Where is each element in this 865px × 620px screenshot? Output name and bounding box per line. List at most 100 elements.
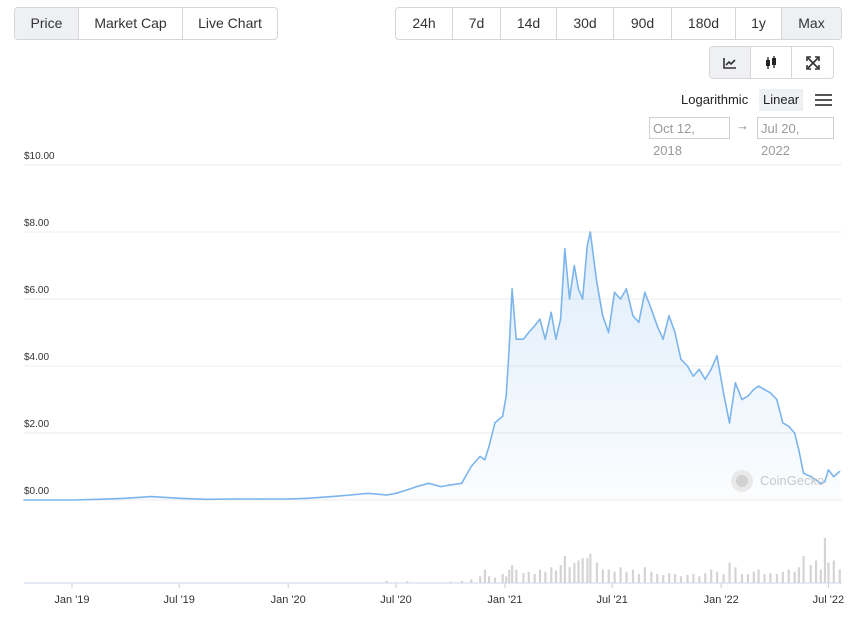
chart-type-tabs: Price Market Cap Live Chart <box>14 7 278 40</box>
tab-market-cap[interactable]: Market Cap <box>79 8 183 39</box>
linear-scale-button[interactable]: Linear <box>759 89 804 111</box>
price-point <box>769 392 772 394</box>
x-tick-label: Jan '21 <box>487 594 522 606</box>
price-point <box>544 338 546 340</box>
price-chart[interactable]: CoinGecko $0.00 $2.00 $4.00 $6.00 $8.00 $10.0… <box>0 145 865 620</box>
volume-bar <box>613 571 616 583</box>
price-point <box>501 415 504 418</box>
volume-bar <box>538 569 542 583</box>
date-from-input[interactable]: Oct 12, 2018 <box>649 117 730 158</box>
price-point <box>550 311 552 314</box>
range-180d[interactable]: 180d <box>672 8 736 39</box>
hamburger-menu-icon[interactable] <box>815 93 832 107</box>
range-max[interactable]: Max <box>782 8 841 39</box>
price-point <box>704 378 706 381</box>
price-point <box>427 482 430 485</box>
price-point <box>782 422 784 424</box>
price-point <box>802 472 805 475</box>
candlestick-view-button[interactable] <box>751 47 792 78</box>
volume-bar <box>668 573 671 583</box>
price-point <box>586 244 589 247</box>
volume-bar <box>607 569 610 583</box>
range-14d[interactable]: 14d <box>501 8 557 39</box>
price-point <box>650 308 653 310</box>
price-point <box>232 498 235 500</box>
price-point <box>589 231 592 233</box>
volume-bar <box>533 574 536 583</box>
price-point <box>150 495 153 498</box>
line-chart-view-button[interactable] <box>710 47 751 78</box>
price-point <box>515 338 517 340</box>
volume-bar <box>662 574 665 583</box>
price-point <box>581 298 584 300</box>
price-point <box>662 338 664 340</box>
price-point <box>763 388 766 391</box>
price-point <box>827 469 830 471</box>
price-point <box>832 475 835 478</box>
price-point <box>824 480 826 483</box>
y-tick-label: $8.00 <box>24 218 49 229</box>
x-tick-label: Jul '19 <box>163 594 194 606</box>
price-point <box>838 470 841 473</box>
range-24h[interactable]: 24h <box>396 8 453 39</box>
candlestick-icon <box>764 55 778 70</box>
price-point <box>680 358 682 361</box>
fullscreen-view-button[interactable] <box>792 47 833 78</box>
price-point <box>809 475 812 478</box>
volume-bar <box>505 576 508 583</box>
price-point <box>440 485 442 488</box>
volume-bar <box>656 574 659 583</box>
price-point <box>449 484 452 486</box>
logarithmic-scale-button[interactable]: Logarithmic <box>681 92 749 107</box>
price-point <box>752 388 755 391</box>
range-1y[interactable]: 1y <box>736 8 782 39</box>
price-point <box>815 479 817 481</box>
volume-bar <box>728 562 731 583</box>
price-point <box>787 425 790 428</box>
volume-bar <box>554 570 558 583</box>
volume-bar <box>819 569 822 583</box>
range-90d[interactable]: 90d <box>614 8 672 39</box>
volume-bar <box>511 565 514 583</box>
volume-bar <box>650 571 653 583</box>
price-point <box>734 382 737 384</box>
price-point <box>656 325 658 327</box>
price-point <box>395 492 397 495</box>
y-tick-label: $2.00 <box>24 419 49 430</box>
volume-bar <box>508 569 511 583</box>
volume-bar <box>746 574 750 583</box>
price-point <box>632 314 634 317</box>
price-point <box>71 499 73 501</box>
date-to-input[interactable]: Jul 20, 2022 <box>757 117 834 158</box>
volume-bar <box>838 569 841 583</box>
price-point <box>798 449 800 451</box>
volume-bar <box>827 562 830 583</box>
range-7d[interactable]: 7d <box>453 8 501 39</box>
volume-bar <box>740 574 744 583</box>
volume-bar <box>595 562 598 583</box>
price-point <box>559 318 562 320</box>
price-point <box>505 395 508 397</box>
price-point <box>331 495 333 498</box>
volume-bar <box>589 553 592 583</box>
price-point <box>644 291 646 294</box>
tab-price[interactable]: Price <box>15 8 79 39</box>
price-point <box>367 492 369 495</box>
price-point <box>568 298 571 300</box>
price-point <box>555 338 557 340</box>
price-point <box>638 321 640 324</box>
volume-bar <box>643 567 646 583</box>
price-point <box>776 398 778 401</box>
volume-bar <box>479 576 482 583</box>
price-point <box>484 459 486 461</box>
tab-live-chart[interactable]: Live Chart <box>198 15 262 31</box>
x-tick-label: Jan '19 <box>54 594 89 606</box>
price-point <box>527 331 530 334</box>
y-tick-label: $10.00 <box>24 151 55 162</box>
range-30d[interactable]: 30d <box>557 8 614 39</box>
price-point <box>613 291 616 294</box>
price-point <box>692 375 695 377</box>
price-point <box>305 497 308 500</box>
price-point <box>607 331 610 334</box>
volume-bar <box>763 574 766 583</box>
